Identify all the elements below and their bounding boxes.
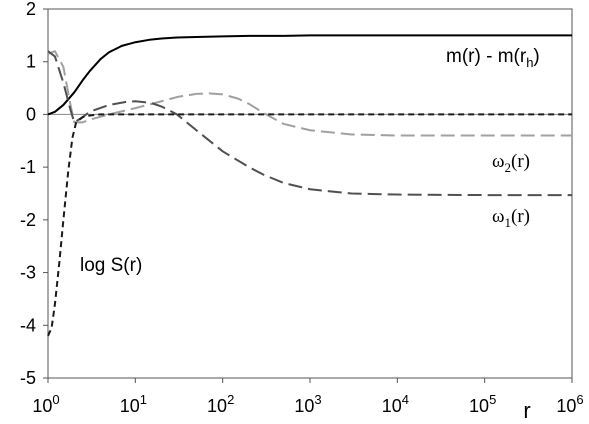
y-tick-label: -1 bbox=[20, 157, 36, 177]
series-label-2: ω1(r) bbox=[492, 206, 530, 230]
series-label-1: ω2(r) bbox=[492, 151, 530, 175]
y-tick-label: -5 bbox=[20, 368, 36, 388]
x-tick-label: 105 bbox=[469, 392, 496, 416]
x-tick-label: 100 bbox=[32, 392, 59, 416]
y-tick-label: 0 bbox=[26, 104, 36, 124]
y-tick-label: -2 bbox=[20, 210, 36, 230]
series-line-3 bbox=[47, 113, 572, 337]
x-tick-label: 106 bbox=[556, 392, 583, 416]
x-tick-label: 104 bbox=[382, 392, 409, 416]
y-tick-label: -3 bbox=[20, 263, 36, 283]
series-label-3: log S(r) bbox=[80, 255, 142, 276]
series-line-0 bbox=[47, 34, 572, 116]
series-label-0: m(r) - m(rh) bbox=[446, 46, 540, 70]
y-tick-label: -4 bbox=[20, 315, 36, 335]
x-tick-label: 101 bbox=[120, 392, 147, 416]
y-tick-label: 1 bbox=[26, 52, 36, 72]
x-axis-title: r bbox=[523, 398, 530, 423]
series-line-2 bbox=[47, 50, 572, 197]
x-tick-label: 103 bbox=[294, 392, 321, 416]
x-tick-label: 102 bbox=[207, 392, 234, 416]
y-tick-label: 2 bbox=[26, 0, 36, 19]
series-line-1 bbox=[47, 50, 572, 137]
